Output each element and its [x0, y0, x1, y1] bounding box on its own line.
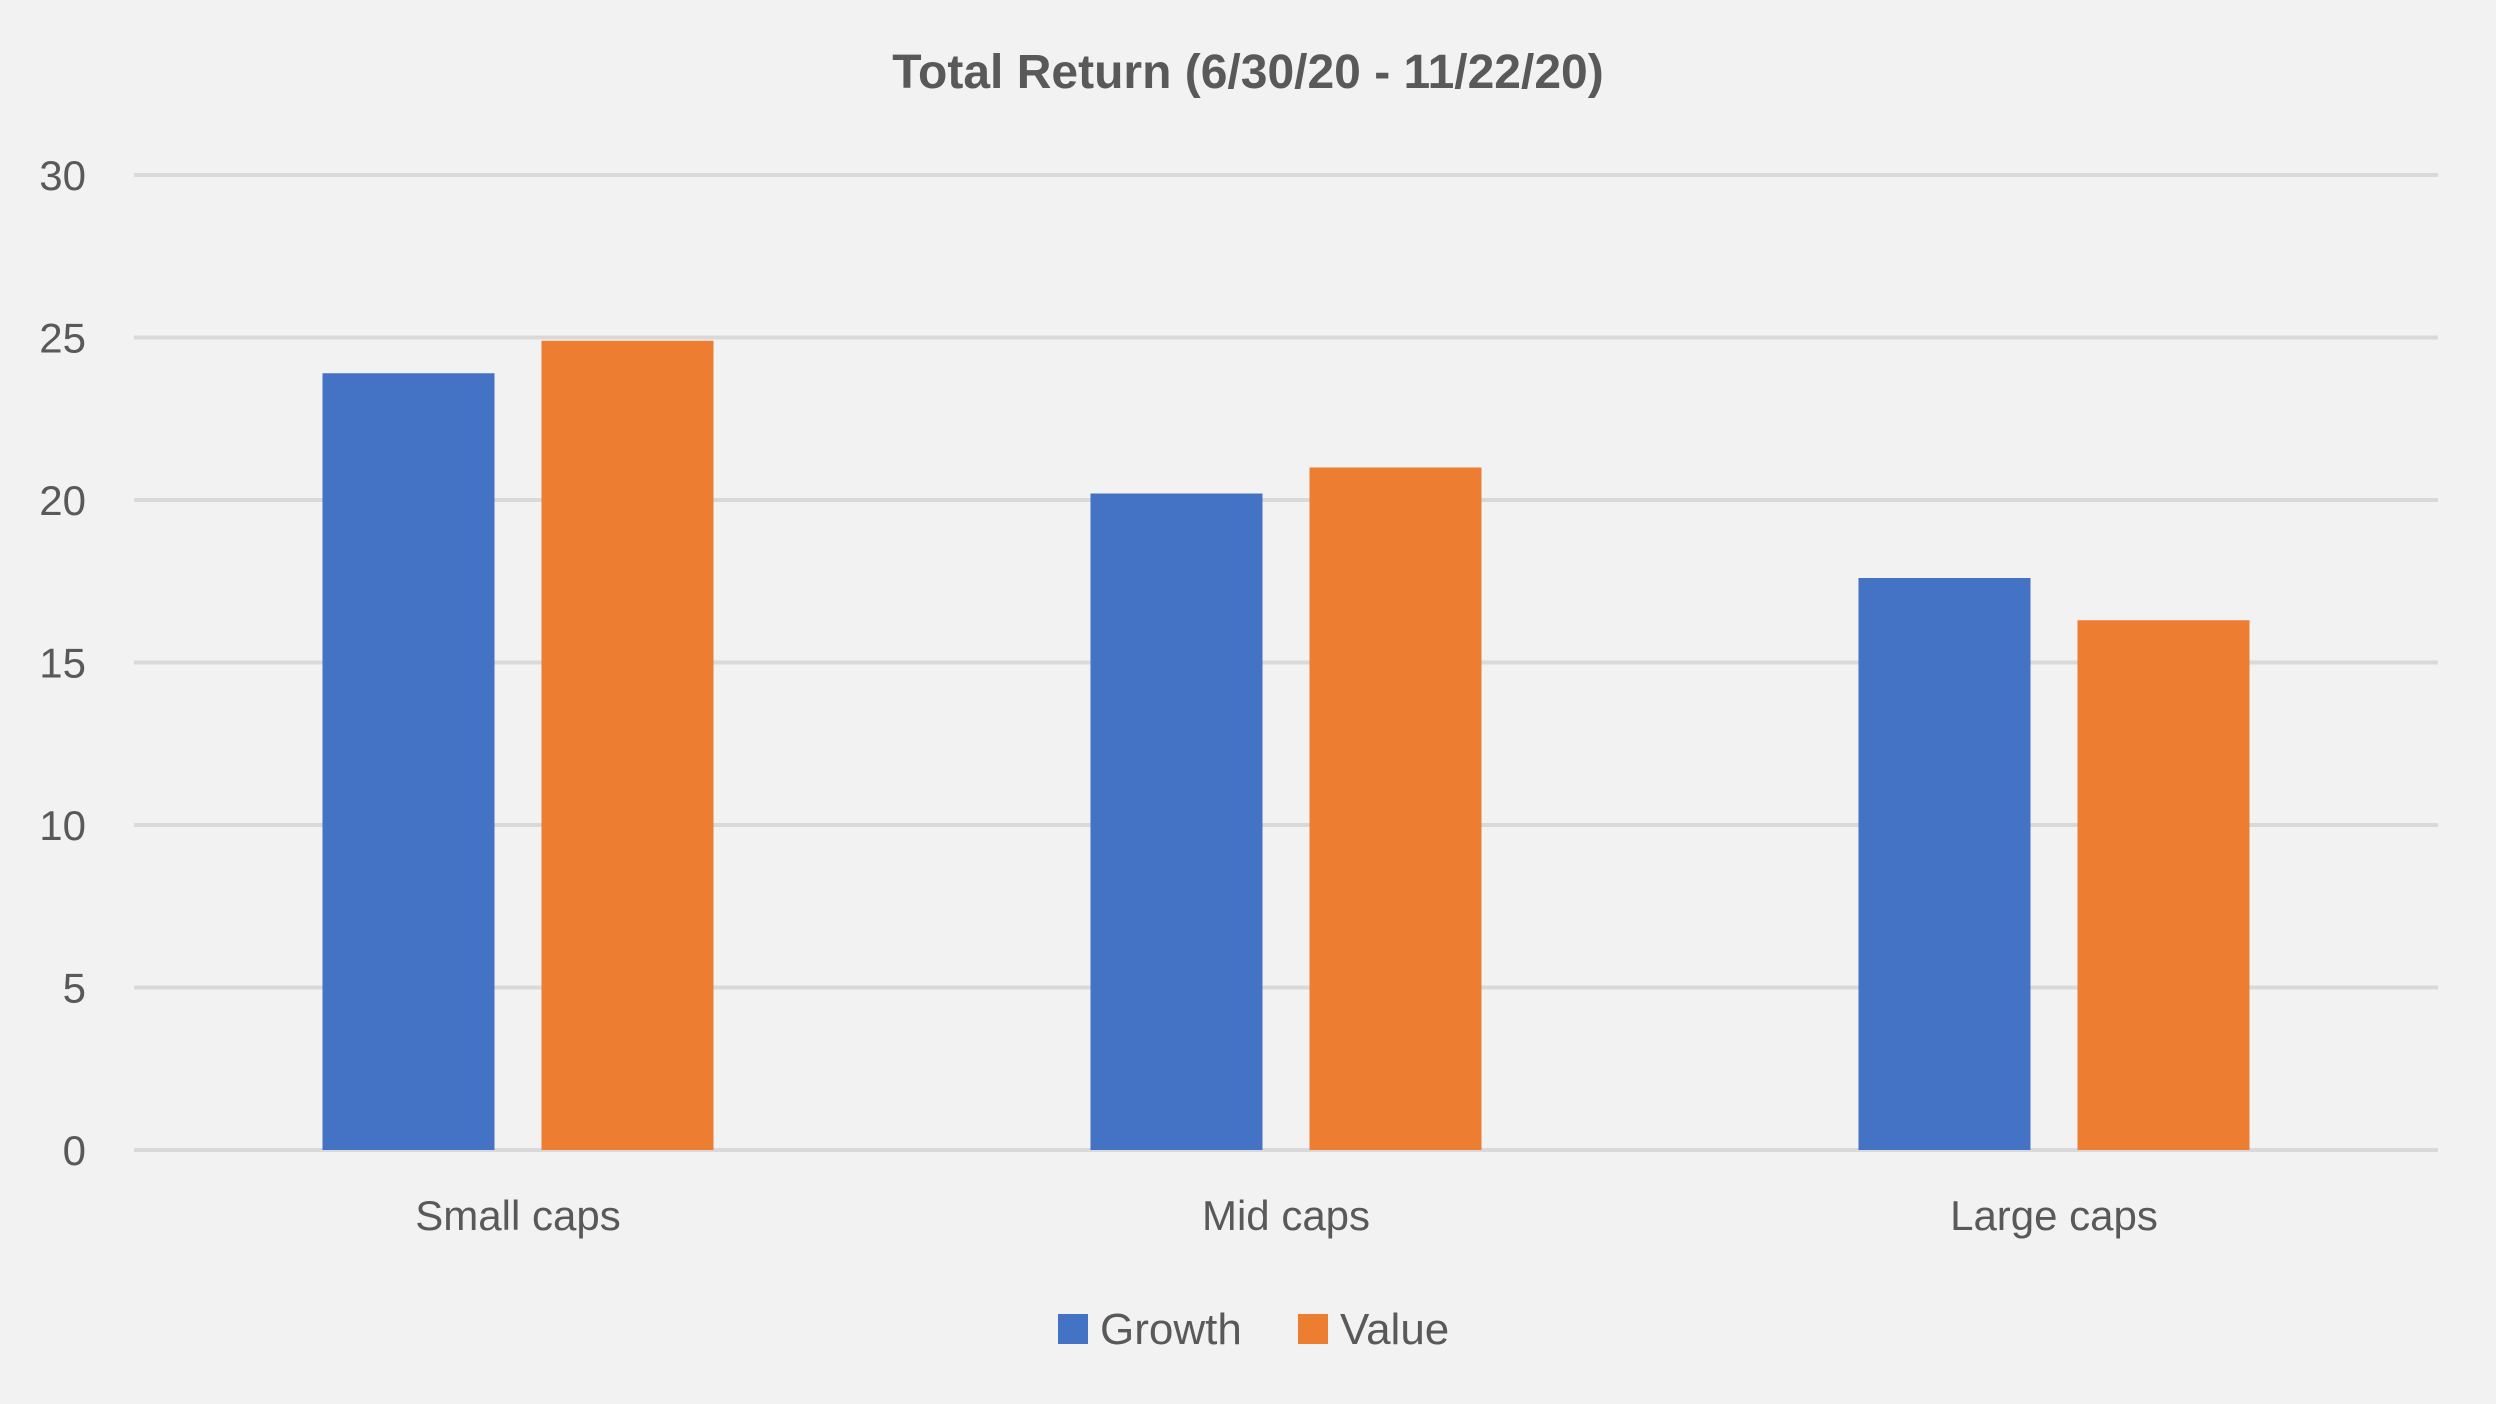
legend-swatch-value	[1298, 1314, 1328, 1344]
y-tick-label: 25	[39, 315, 86, 362]
y-tick-label: 20	[39, 477, 86, 524]
bar-value-small-caps	[541, 340, 714, 1150]
y-tick-label: 0	[63, 1127, 86, 1174]
bar-growth-mid-caps	[1090, 493, 1263, 1150]
legend-label-value: Value	[1340, 1305, 1449, 1354]
bar-value-large-caps	[2077, 620, 2250, 1150]
y-tick-label: 5	[63, 965, 86, 1012]
y-tick-label: 30	[39, 152, 86, 199]
x-category-label: Large caps	[1950, 1192, 2158, 1239]
y-axis-ticks: 0 5 10 15 20 25 30	[39, 152, 86, 1174]
legend-swatch-growth	[1058, 1314, 1088, 1344]
bar-growth-large-caps	[1858, 578, 2031, 1150]
bar-growth-small-caps	[322, 373, 495, 1150]
y-tick-label: 10	[39, 802, 86, 849]
x-category-label: Mid caps	[1202, 1192, 1370, 1239]
bar-value-mid-caps	[1309, 467, 1482, 1150]
chart-title: Total Return (6/30/20 - 11/22/20)	[892, 46, 1603, 99]
y-tick-label: 15	[39, 640, 86, 687]
x-axis-categories: Small caps Mid caps Large caps	[415, 1192, 2158, 1239]
bars	[322, 340, 2250, 1150]
x-category-label: Small caps	[415, 1192, 620, 1239]
gridlines	[134, 173, 2438, 1152]
legend: Growth Value	[1058, 1305, 1449, 1354]
legend-label-growth: Growth	[1100, 1305, 1242, 1354]
